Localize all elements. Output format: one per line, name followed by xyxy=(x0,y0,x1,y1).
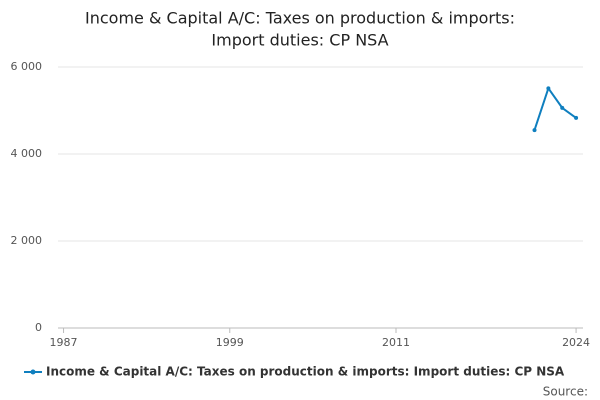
data-point xyxy=(532,128,537,133)
chart-title: Import duties: CP NSA xyxy=(211,31,388,50)
legend-swatch xyxy=(30,369,36,375)
source: Source: xyxy=(543,385,588,399)
data-point xyxy=(560,105,565,110)
y-tick-label: 6 000 xyxy=(11,60,43,73)
x-tick-label: 2011 xyxy=(382,336,410,349)
series-line xyxy=(533,86,577,131)
x-tick-label: 1987 xyxy=(50,336,78,349)
data-point xyxy=(574,115,579,120)
x-tick-label: 2024 xyxy=(562,336,590,349)
legend-label: Income & Capital A/C: Taxes on productio… xyxy=(46,365,565,379)
y-tick-label: 0 xyxy=(35,321,42,334)
y-tick-label: 2 000 xyxy=(11,234,43,247)
y-tick-label: 4 000 xyxy=(11,147,43,160)
data-point xyxy=(546,86,551,91)
chart-title: Income & Capital A/C: Taxes on productio… xyxy=(85,9,515,28)
x-tick-label: 1999 xyxy=(216,336,244,349)
